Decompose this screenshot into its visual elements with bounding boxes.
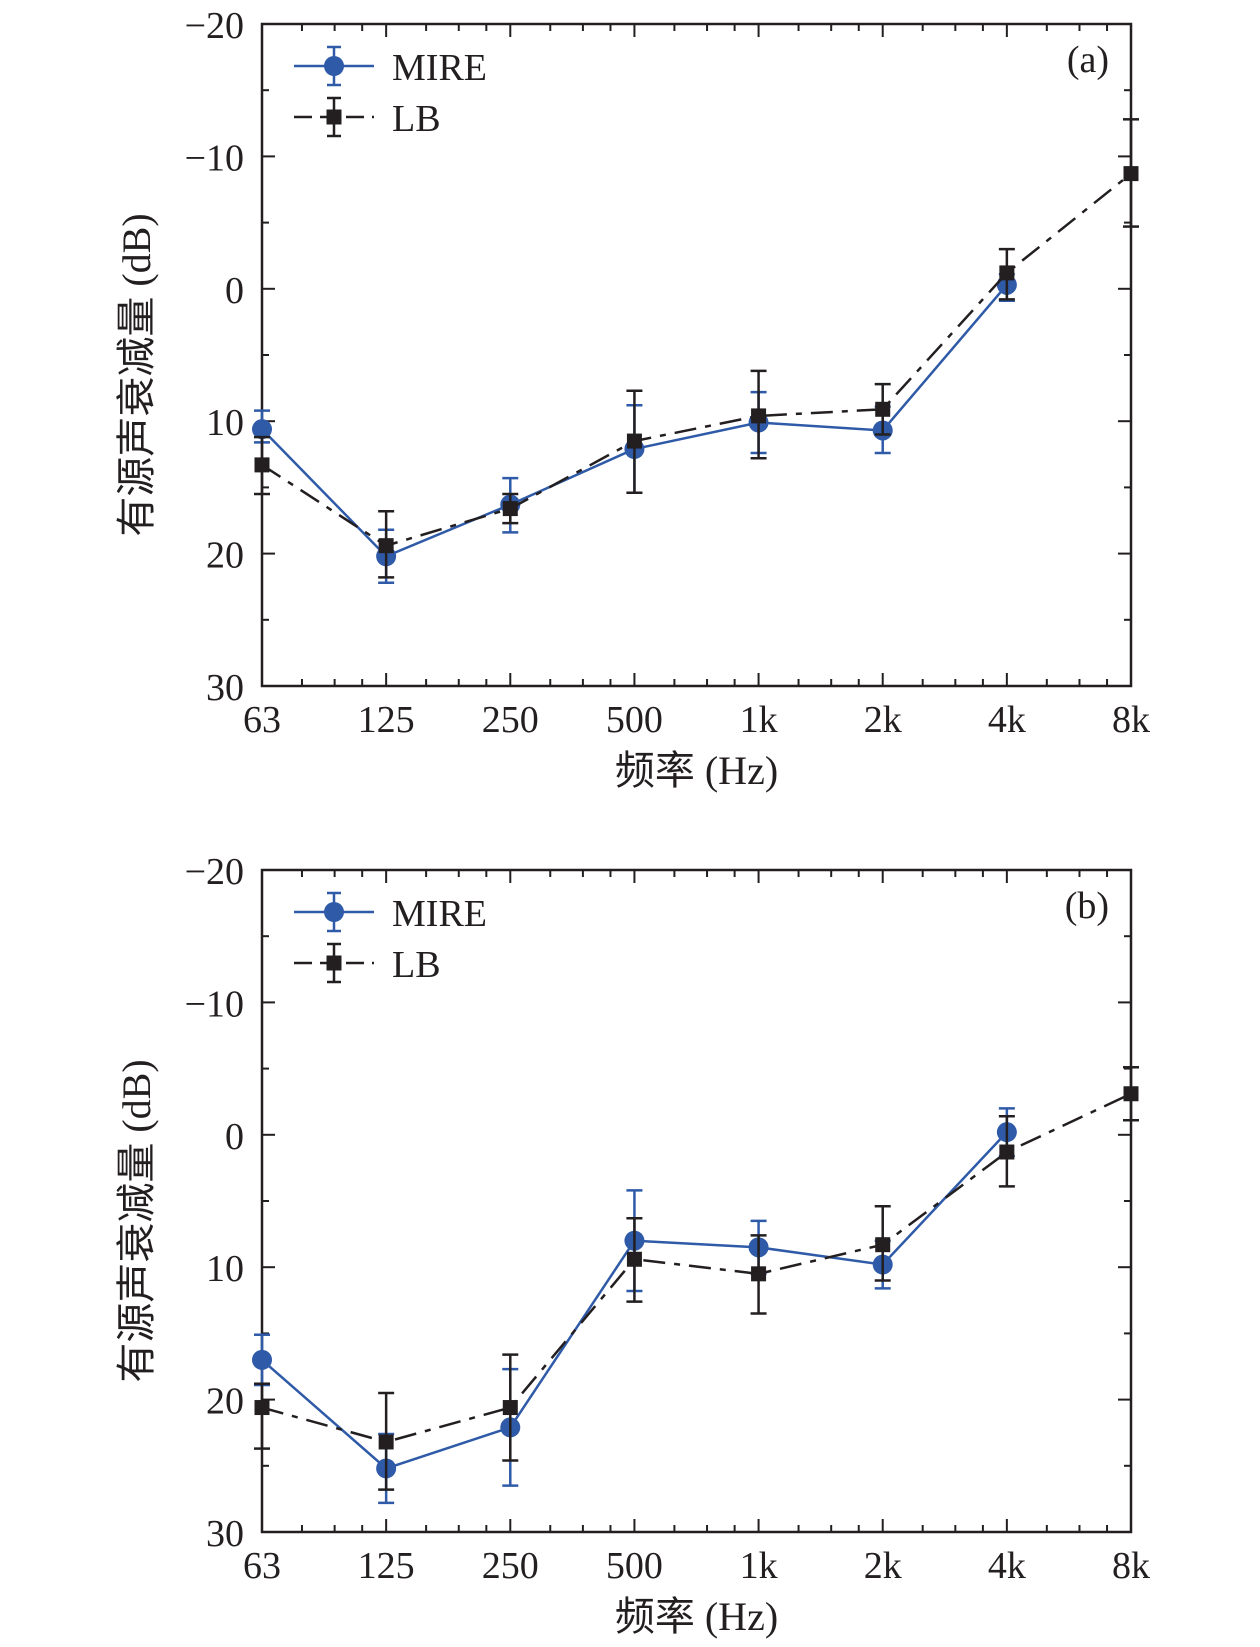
x-tick-label: 8k [1112, 699, 1150, 741]
x-tick-label: 125 [358, 1545, 415, 1587]
data-point-square [751, 408, 767, 424]
y-tick-label: 0 [225, 270, 244, 312]
y-tick-label: 0 [225, 1116, 244, 1158]
y-tick-label: −10 [185, 983, 244, 1025]
y-axis-label: 有源声衰减量 (dB) [114, 213, 159, 536]
x-tick-label: 250 [482, 1545, 539, 1587]
panel-label: (b) [1065, 885, 1109, 927]
x-tick-label: 4k [988, 1545, 1026, 1587]
x-tick-label: 8k [1112, 1545, 1150, 1587]
panel-label: (a) [1067, 39, 1109, 81]
data-point-square [254, 1400, 270, 1416]
series-line [261, 1092, 1132, 1444]
y-tick-label: 20 [206, 535, 244, 577]
y-tick-label: 10 [206, 402, 244, 444]
data-point-square [378, 538, 394, 554]
legend-label: LB [392, 944, 441, 986]
y-tick-label: 30 [206, 667, 244, 709]
x-tick-label: 125 [358, 699, 415, 741]
legend-label: MIRE [392, 47, 487, 89]
x-tick-label: 250 [482, 699, 539, 741]
data-point-square [999, 265, 1015, 281]
data-point-square [1123, 166, 1139, 182]
x-axis-label: 频率 (Hz) [615, 748, 778, 793]
x-tick-label: 4k [988, 699, 1026, 741]
y-axis-label: 有源声衰减量 (dB) [114, 1059, 159, 1382]
y-tick-label: 20 [206, 1381, 244, 1423]
series-lb [254, 118, 1139, 579]
legend-marker-circle [324, 902, 344, 922]
y-tick-label: 30 [206, 1513, 244, 1555]
data-point-square [875, 401, 891, 417]
data-point-square [502, 501, 518, 517]
y-tick-label: −20 [185, 851, 244, 893]
x-axis-label: 频率 (Hz) [615, 1594, 778, 1639]
legend-marker-square [326, 109, 342, 125]
data-point-square [999, 1144, 1015, 1160]
legend-marker-circle [324, 56, 344, 76]
y-tick-label: 10 [206, 1248, 244, 1290]
x-tick-label: 1k [740, 699, 778, 741]
data-point-circle [252, 419, 272, 440]
data-point-circle [252, 1349, 272, 1370]
x-tick-label: 63 [243, 1545, 281, 1587]
x-tick-label: 1k [740, 1545, 778, 1587]
x-tick-label: 2k [864, 699, 902, 741]
y-tick-label: −10 [185, 137, 244, 179]
series-mire [252, 1107, 1017, 1505]
legend-label: LB [392, 98, 441, 140]
data-point-square [626, 433, 642, 449]
data-point-square [626, 1251, 642, 1267]
x-tick-label: 500 [606, 699, 663, 741]
data-point-square [1123, 1086, 1139, 1102]
data-point-square [751, 1266, 767, 1282]
series-line [261, 172, 1132, 548]
x-tick-label: 63 [243, 699, 281, 741]
series-lb [254, 1066, 1139, 1491]
data-point-square [875, 1237, 891, 1253]
data-point-square [378, 1434, 394, 1450]
x-tick-label: 2k [864, 1545, 902, 1587]
x-tick-label: 500 [606, 1545, 663, 1587]
data-point-square [254, 457, 270, 473]
legend-label: MIRE [392, 893, 487, 935]
legend: MIRE LB [294, 45, 487, 140]
legend-marker-square [326, 955, 342, 971]
legend: MIRE LB [294, 891, 487, 986]
data-point-square [502, 1400, 518, 1416]
y-tick-label: −20 [185, 5, 244, 47]
